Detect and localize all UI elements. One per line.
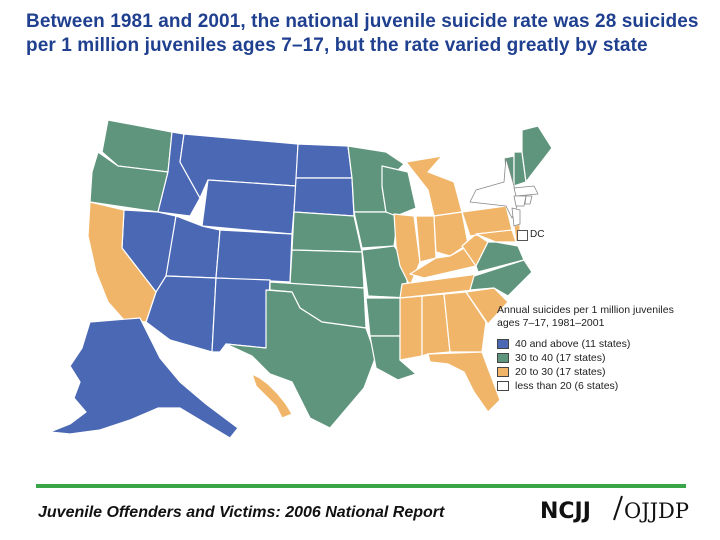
legend-swatch xyxy=(497,352,509,363)
state-north-carolina xyxy=(469,259,533,297)
state-arkansas xyxy=(365,297,403,337)
state-virginia xyxy=(475,241,525,273)
state-georgia xyxy=(443,291,487,353)
legend-swatch xyxy=(497,366,509,377)
legend-title: Annual suicides per 1 million juveniles … xyxy=(497,304,674,329)
state-florida xyxy=(427,351,501,413)
legend-label: 30 to 40 (17 states) xyxy=(515,351,606,364)
state-ohio xyxy=(433,211,469,257)
state-rhode-island xyxy=(524,195,533,205)
logo-left-text: NCJJ xyxy=(540,499,591,524)
state-texas xyxy=(225,289,377,429)
state-alaska xyxy=(49,317,239,439)
legend-item: 20 to 30 (17 states) xyxy=(497,365,697,378)
legend-label: less than 20 (6 states) xyxy=(515,379,619,392)
legend-item: 40 and above (11 states) xyxy=(497,337,697,350)
legend-label: 40 and above (11 states) xyxy=(515,337,631,350)
legend-item: 30 to 40 (17 states) xyxy=(497,351,697,364)
dc-label: DC xyxy=(530,229,545,240)
us-state-map xyxy=(30,112,692,444)
legend-item: less than 20 (6 states) xyxy=(497,379,697,392)
state-nebraska xyxy=(291,211,363,253)
ncjj-ojjdp-logo: NCJJ OJJDP xyxy=(540,490,690,526)
state-new-jersey xyxy=(511,207,521,227)
state-hawaii xyxy=(251,373,293,419)
state-colorado xyxy=(215,229,293,283)
state-new-york xyxy=(469,157,519,219)
state-indiana xyxy=(415,215,437,263)
map-legend: Annual suicides per 1 million juveniles … xyxy=(497,304,697,393)
footer-divider xyxy=(36,484,686,488)
report-title: Juvenile Offenders and Victims: 2006 Nat… xyxy=(38,504,445,521)
page-title: Between 1981 and 2001, the national juve… xyxy=(26,11,699,56)
legend-label: 20 to 30 (17 states) xyxy=(515,365,606,378)
state-mississippi xyxy=(399,295,423,361)
state-wyoming xyxy=(201,179,297,235)
legend-swatch xyxy=(497,380,509,391)
state-maine xyxy=(521,125,553,183)
state-wisconsin xyxy=(381,165,417,217)
state-massachusetts xyxy=(513,185,539,197)
state-connecticut xyxy=(513,195,527,207)
legend-swatch xyxy=(497,338,509,349)
state-north-dakota xyxy=(295,143,353,179)
dc-marker xyxy=(517,230,528,241)
state-michigan xyxy=(405,155,463,217)
state-new-mexico xyxy=(211,277,271,353)
logo-right-text: OJJDP xyxy=(624,499,689,523)
state-kansas xyxy=(289,249,365,289)
state-south-dakota xyxy=(293,177,355,217)
state-iowa xyxy=(353,211,399,249)
